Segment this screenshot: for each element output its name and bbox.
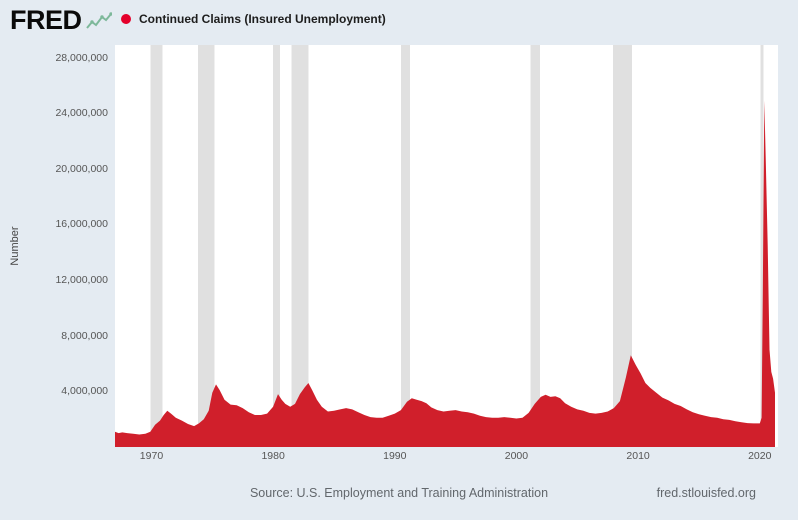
y-tick-label: 8,000,000 [61,329,108,342]
recession-band [198,45,215,447]
y-tick-label: 12,000,000 [55,274,108,287]
series-marker-icon [121,14,131,24]
recession-band [291,45,309,447]
recession-band [150,45,163,447]
recession-band [760,45,764,447]
recession-band [530,45,540,447]
y-tick-label: 24,000,000 [55,107,108,120]
x-tick-label: 1980 [261,450,285,462]
x-tick-label: 1970 [139,450,164,462]
area-chart [115,45,775,447]
x-tick-label: 2020 [748,450,772,462]
fred-site-link[interactable]: fred.stlouisfed.org [656,486,756,500]
x-tick-label: 2010 [626,450,650,462]
y-tick-label: 4,000,000 [61,385,108,398]
recession-band [612,45,632,447]
y-tick-label: 16,000,000 [55,218,108,231]
source-attribution: Source: U.S. Employment and Training Adm… [249,486,549,500]
fred-logo-sparkline-icon [85,11,112,29]
x-tick-label: 1990 [383,450,407,462]
y-tick-label: 28,000,000 [55,51,108,64]
recession-band [400,45,410,447]
y-axis-title: Number [9,226,21,266]
series-title: Continued Claims (Insured Unemployment) [139,12,386,26]
fred-logo-text: FRED [10,5,82,35]
plot-area [115,45,778,447]
series-legend[interactable]: Continued Claims (Insured Unemployment) [121,12,386,26]
recession-band [273,45,281,447]
fred-logo[interactable]: FRED [10,5,112,36]
y-tick-label: 20,000,000 [55,162,108,175]
x-tick-label: 2000 [504,450,529,462]
